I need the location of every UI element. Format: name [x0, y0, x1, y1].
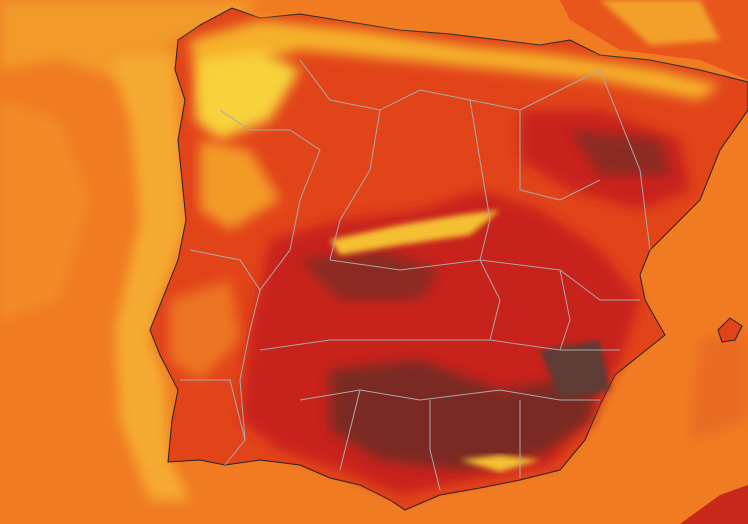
- mallorca: [717, 317, 743, 343]
- france-cool: [600, 0, 720, 45]
- sea-patch: [0, 100, 90, 320]
- border: [329, 109, 381, 261]
- border: [219, 109, 290, 131]
- central-system: [330, 210, 500, 255]
- hottest-zone: [570, 130, 670, 175]
- cantabrian-mountains: [190, 20, 720, 110]
- portugal-north: [200, 140, 280, 230]
- border: [429, 400, 441, 491]
- sea-warm-band: [0, 0, 260, 80]
- border: [259, 339, 620, 351]
- border: [180, 379, 246, 441]
- border: [559, 269, 571, 351]
- border: [469, 99, 501, 341]
- portugal-west: [170, 280, 240, 380]
- border: [339, 389, 361, 471]
- hottest-zone: [330, 360, 600, 470]
- hottest-zone: [300, 250, 440, 300]
- border: [329, 259, 640, 301]
- regional-borders: [180, 59, 651, 491]
- border: [299, 389, 600, 401]
- border: [519, 110, 601, 201]
- sea-patch: [690, 330, 748, 440]
- border: [189, 249, 261, 291]
- hottest-zone: [540, 340, 610, 400]
- border: [299, 59, 601, 111]
- coastal-upwelling: [110, 50, 190, 500]
- border: [599, 69, 651, 251]
- africa: [680, 485, 748, 524]
- galicia-highlands: [195, 50, 300, 140]
